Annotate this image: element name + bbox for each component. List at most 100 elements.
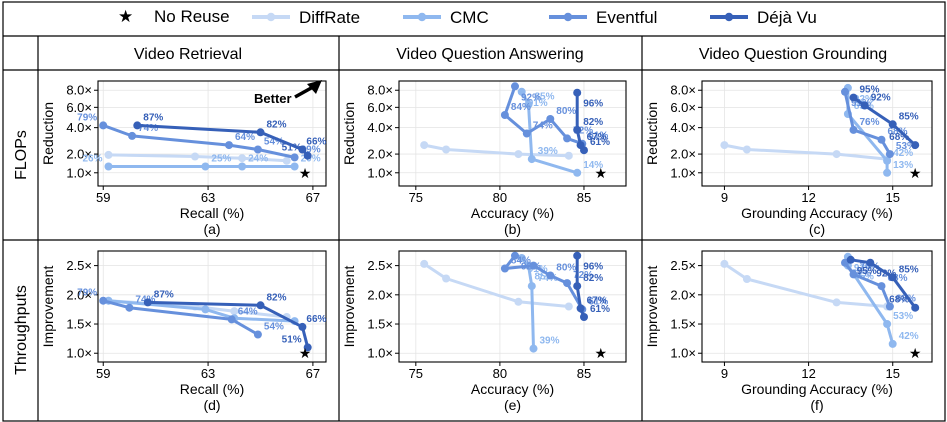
data-point-diffrate (420, 141, 429, 150)
no-reuse-point: ★ (299, 345, 312, 361)
y-tick-label: 1.5× (367, 317, 393, 332)
legend-label-eventful: Eventful (596, 8, 657, 27)
y-tick-label: 1.5× (670, 317, 696, 332)
x-axis-label: Accuracy (%) (471, 381, 554, 397)
data-label-cmc: 20% (301, 154, 321, 165)
no-reuse-point: ★ (594, 165, 607, 181)
data-label-cmc: 53% (893, 311, 913, 322)
no-reuse-point: ★ (909, 165, 922, 181)
no-reuse-point: ★ (909, 345, 922, 361)
x-tick-label: 67 (306, 366, 320, 381)
data-point-d-j-vu (256, 301, 265, 310)
data-point-diffrate (832, 150, 841, 159)
data-label-cmc: 85% (535, 92, 555, 103)
y-tick-label: 2.0× (66, 287, 92, 302)
data-point-d-j-vu (888, 273, 897, 282)
panel-c: 1.0×2.0×4.0×6.0×8.0×9121592%85%42%13%91%… (644, 80, 933, 237)
data-label-cmc: 26% (82, 154, 102, 165)
series-line-diffrate (108, 153, 287, 163)
data-point-cmc (527, 155, 536, 164)
data-label-d-j-vu: 82% (583, 273, 603, 284)
y-tick-label: 2.5× (670, 258, 696, 273)
series-line-d-j-vu (575, 255, 586, 318)
data-label-d-j-vu: 67% (587, 132, 607, 143)
legend-marker-cmc (417, 12, 427, 22)
y-tick-label: 2.5× (66, 258, 92, 273)
data-point-d-j-vu (888, 120, 897, 129)
data-point-cmc (290, 162, 299, 171)
x-tick-label: 59 (96, 366, 110, 381)
data-point-cmc (529, 344, 538, 353)
panel-f: 1.0×1.5×2.0×2.5×9 12 1592%85%53%42%91%76%6… (644, 250, 933, 413)
y-tick-label: 2.0× (367, 147, 393, 162)
data-point-cmc (883, 320, 892, 328)
data-label-eventful: 74% (533, 121, 553, 132)
series-line-eventful (843, 91, 892, 155)
better-arrow-shaft (294, 85, 314, 99)
data-point-eventful (511, 251, 519, 260)
data-label-eventful: 61% (588, 131, 608, 142)
data-point-diffrate (442, 145, 451, 154)
data-label-eventful: 68% (896, 294, 916, 305)
data-point-diffrate (720, 141, 729, 150)
y-tick-label: 6.0× (670, 100, 696, 115)
data-point-d-j-vu (133, 121, 142, 130)
data-label-d-j-vu: 82% (267, 292, 287, 303)
plot-frame (701, 250, 933, 363)
data-label-d-j-vu: 92% (876, 269, 896, 280)
data-point-eventful (227, 315, 236, 324)
data-label-eventful: 54% (264, 322, 284, 333)
legend-marker-eventful (563, 12, 573, 22)
data-point-diffrate (230, 307, 239, 316)
data-point-eventful (563, 279, 572, 288)
panel-caption: (e) (504, 397, 521, 413)
y-tick-label: 4.0× (66, 120, 92, 135)
data-label-d-j-vu: 96% (583, 99, 603, 110)
data-label-cmc: 39% (538, 146, 558, 157)
data-point-d-j-vu (860, 101, 869, 110)
data-point-cmc (527, 282, 536, 291)
data-label-eventful: 61% (588, 296, 608, 307)
data-point-eventful (849, 125, 858, 134)
data-point-eventful (99, 121, 108, 130)
column-header-grounding: Video Question Grounding (699, 46, 887, 63)
data-point-eventful (529, 261, 538, 270)
data-point-cmc (517, 254, 526, 262)
data-label-eventful: 92% (521, 92, 541, 103)
x-tick-label: 15 (885, 366, 899, 381)
plot-frame (701, 80, 933, 187)
data-label-eventful: 91% (851, 269, 871, 280)
data-point-d-j-vu (303, 343, 312, 352)
data-label-d-j-vu: 51% (282, 334, 302, 345)
row-header-throughputs: Throughputs (13, 285, 30, 375)
x-tick-label: 85 (577, 366, 591, 381)
x-tick-label: 85 (577, 190, 591, 205)
data-point-eventful (877, 135, 886, 144)
x-axis-label: Recall (%) (180, 381, 245, 397)
data-point-d-j-vu (573, 282, 582, 291)
data-point-eventful (877, 282, 886, 291)
plot-frame (398, 250, 627, 363)
y-tick-label: 2.5× (367, 258, 393, 273)
y-tick-label: 1.0× (670, 346, 696, 361)
data-point-diffrate (191, 152, 199, 161)
y-tick-label: 1.0× (367, 346, 393, 361)
data-label-eventful: 64% (238, 306, 258, 317)
data-point-diffrate (282, 156, 291, 165)
data-point-d-j-vu (911, 303, 920, 312)
data-point-cmc (888, 339, 897, 348)
y-tick-label: 1.5× (66, 317, 92, 332)
x-axis-label: Grounding Accuracy (%) (741, 205, 893, 221)
data-point-diffrate (104, 150, 113, 159)
x-tick-label: 67 (306, 190, 320, 205)
data-label-eventful: 80% (556, 106, 576, 117)
series-line-diffrate (423, 143, 569, 158)
series-line-d-j-vu (137, 123, 309, 157)
x-tick-label: 80 (493, 366, 507, 381)
data-point-d-j-vu (573, 251, 582, 260)
panel-b: 1.0× 2.0× 4.0× 6.0× 8.0× 75 80 85 91%85% 39% 14% 92… (341, 80, 627, 237)
y-tick-label: 8.0× (367, 83, 393, 98)
data-label-d-j-vu: 68% (889, 132, 909, 143)
data-point-diffrate (742, 275, 751, 283)
x-tick-label: 9 (721, 190, 728, 205)
